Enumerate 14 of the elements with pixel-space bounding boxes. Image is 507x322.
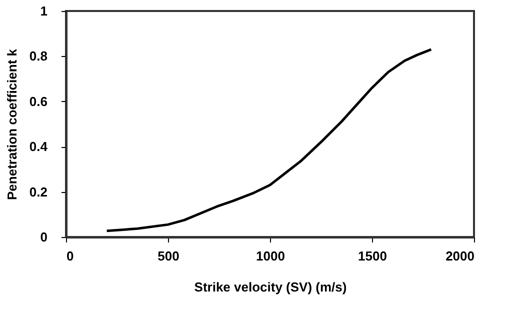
y-tick-label: 0.8: [29, 48, 48, 64]
x-tick-label: 0: [66, 248, 74, 264]
y-tick-label: 0: [40, 230, 48, 244]
y-tick-label: 0.6: [29, 94, 48, 109]
x-tick-label: 1000: [256, 248, 285, 264]
y-tick-label: 0.4: [29, 139, 48, 154]
x-axis-title: Strike velocity (SV) (m/s): [194, 280, 347, 294]
line-series: [106, 48, 432, 232]
x-tick-label: 2000: [446, 248, 474, 264]
y-axis-title: Penetration coefficient k: [4, 48, 20, 200]
x-tick-label: 1500: [358, 248, 387, 264]
x-tick-label: 500: [158, 248, 180, 264]
y-tick-label: 0.2: [29, 184, 48, 200]
y-tick-label: 1: [40, 4, 48, 18]
